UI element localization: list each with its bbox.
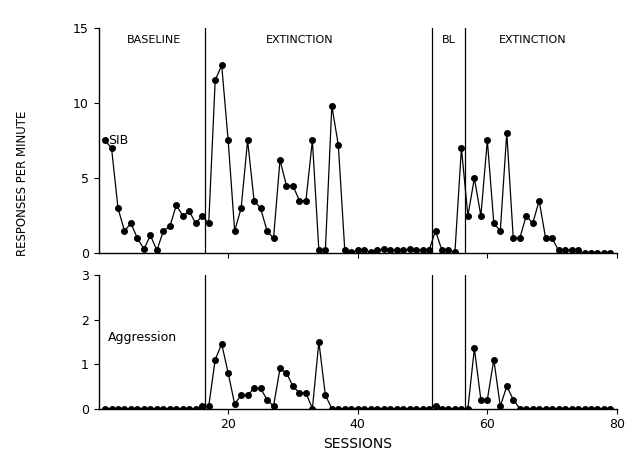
Text: BASELINE: BASELINE bbox=[127, 35, 181, 45]
X-axis label: SESSIONS: SESSIONS bbox=[323, 437, 392, 451]
Text: SIB: SIB bbox=[108, 134, 128, 147]
Text: BL: BL bbox=[441, 35, 455, 45]
Text: Aggression: Aggression bbox=[108, 331, 177, 344]
Text: RESPONSES PER MINUTE: RESPONSES PER MINUTE bbox=[16, 111, 29, 256]
Text: EXTINCTION: EXTINCTION bbox=[499, 35, 567, 45]
Text: EXTINCTION: EXTINCTION bbox=[266, 35, 333, 45]
